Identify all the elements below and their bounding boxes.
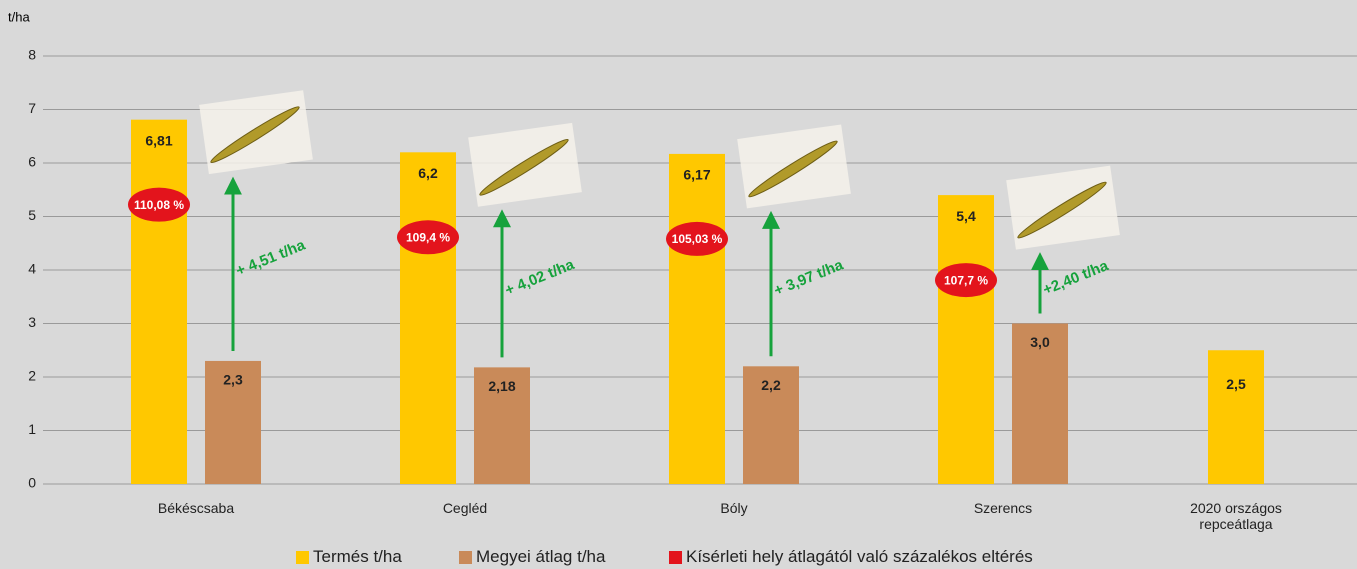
value-label: 2,5 xyxy=(1226,376,1246,392)
y-tick-label: 5 xyxy=(28,207,36,223)
percent-label: 110,08 % xyxy=(134,198,184,212)
bar xyxy=(131,120,187,484)
y-tick-label: 1 xyxy=(28,421,36,437)
gain-label: +2,40 t/ha xyxy=(1041,257,1112,299)
plot: t/ha 0 1 2 3 4 5 6 7 8 6,81 2,3 110,08 % + 4,51 t/ha… xyxy=(0,0,1357,569)
gain-label: + 3,97 t/ha xyxy=(772,256,847,299)
legend-item: Termés t/ha xyxy=(296,547,402,567)
y-axis-label: t/ha xyxy=(8,9,30,24)
y-tick-label: 3 xyxy=(28,314,36,330)
x-tick-label: Szerencs xyxy=(943,500,1063,516)
bar xyxy=(1208,350,1264,484)
value-label: 6,2 xyxy=(418,165,438,181)
legend-item: Kísérleti hely átlagától való százalékos… xyxy=(669,547,1033,567)
bar xyxy=(938,195,994,484)
legend-label: Kísérleti hely átlagától való százalékos… xyxy=(686,547,1033,567)
value-label: 3,0 xyxy=(1030,334,1050,350)
percent-label: 107,7 % xyxy=(944,273,988,287)
legend-label: Termés t/ha xyxy=(313,547,402,567)
y-tick-label: 6 xyxy=(28,154,36,170)
legend-swatch xyxy=(669,551,682,564)
value-label: 5,4 xyxy=(956,208,976,224)
value-label: 2,3 xyxy=(223,372,243,388)
bar xyxy=(669,154,725,484)
x-tick-label: Békéscsaba xyxy=(136,500,256,516)
y-tick-label: 4 xyxy=(28,261,36,277)
y-tick-label: 2 xyxy=(28,368,36,384)
value-label: 6,81 xyxy=(145,132,172,148)
percent-label: 109,4 % xyxy=(406,230,450,244)
x-tick-label: Cegléd xyxy=(405,500,525,516)
gain-label: + 4,51 t/ha xyxy=(234,236,309,279)
x-tick-label: 2020 országos repceátlaga xyxy=(1176,500,1296,532)
legend-swatch xyxy=(459,551,472,564)
gain-label: + 4,02 t/ha xyxy=(503,256,578,299)
x-tick-label: Bóly xyxy=(674,500,794,516)
legend-label: Megyei átlag t/ha xyxy=(476,547,605,567)
legend-swatch xyxy=(296,551,309,564)
value-label: 6,17 xyxy=(683,167,710,183)
bar xyxy=(400,152,456,484)
value-label: 2,18 xyxy=(488,378,515,394)
value-label: 2,2 xyxy=(761,377,781,393)
percent-label: 105,03 % xyxy=(672,232,723,246)
legend-item: Megyei átlag t/ha xyxy=(459,547,605,567)
y-tick-label: 8 xyxy=(28,47,36,63)
chart: t/ha 0 1 2 3 4 5 6 7 8 6,81 2,3 110,08 % + 4,51 t/ha… xyxy=(0,0,1357,569)
y-tick-label: 0 xyxy=(28,475,36,491)
y-tick-label: 7 xyxy=(28,100,36,116)
